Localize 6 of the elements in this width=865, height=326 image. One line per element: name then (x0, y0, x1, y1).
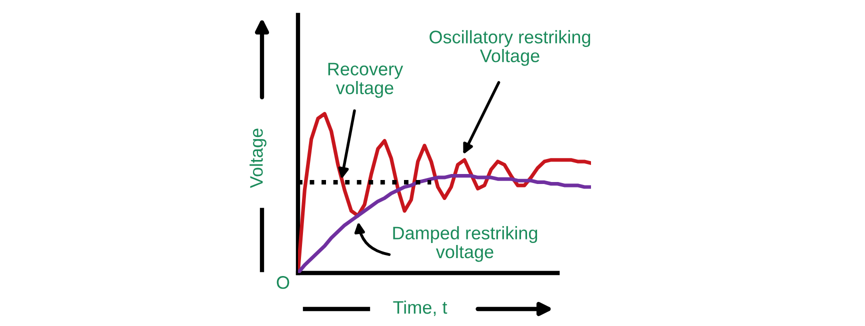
text: O (276, 276, 290, 289)
annotation: Damped restriking voltage (393, 226, 538, 262)
x-axis-title: Time, t (393, 300, 448, 316)
text: Recovery voltage (328, 62, 404, 98)
text: Oscillatory restriking Voltage (430, 30, 590, 66)
y-axis-title: Voltage (250, 128, 266, 188)
